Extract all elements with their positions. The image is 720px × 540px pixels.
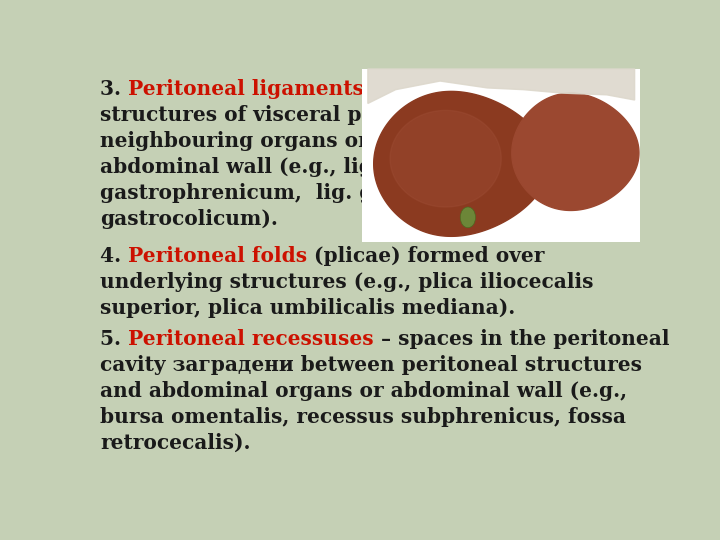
Text: 4.: 4. bbox=[100, 246, 128, 266]
Text: 3.: 3. bbox=[100, 79, 128, 99]
Text: abdominal wall (e.g., lig. falciforme, lig.: abdominal wall (e.g., lig. falciforme, l… bbox=[100, 157, 554, 177]
Text: (plicae) formed over: (plicae) formed over bbox=[307, 246, 544, 266]
Text: 5.: 5. bbox=[100, 329, 128, 349]
Text: retrocecalis).: retrocecalis). bbox=[100, 433, 251, 453]
Text: Peritoneal ligaments: Peritoneal ligaments bbox=[128, 79, 364, 99]
Text: gastrophrenicum,  lig. gastrolienale, lig.: gastrophrenicum, lig. gastrolienale, lig… bbox=[100, 183, 558, 203]
Text: Peritoneal recessuses: Peritoneal recessuses bbox=[128, 329, 374, 349]
Text: cavity заградени between peritoneal structures: cavity заградени between peritoneal stru… bbox=[100, 355, 642, 375]
Text: – double layered: – double layered bbox=[364, 79, 555, 99]
Polygon shape bbox=[368, 69, 634, 104]
Bar bbox=[362, 69, 640, 241]
Text: and abdominal organs or abdominal wall (e.g.,: and abdominal organs or abdominal wall (… bbox=[100, 381, 627, 401]
Text: – spaces in the peritoneal: – spaces in the peritoneal bbox=[374, 329, 669, 349]
Polygon shape bbox=[390, 110, 501, 207]
Polygon shape bbox=[374, 91, 549, 237]
Text: bursa omentalis, recessus subphrenicus, fossa: bursa omentalis, recessus subphrenicus, … bbox=[100, 407, 626, 427]
Polygon shape bbox=[512, 93, 639, 211]
Ellipse shape bbox=[460, 207, 475, 228]
Text: underlying structures (e.g., plica iliocecalis: underlying structures (e.g., plica ilioc… bbox=[100, 272, 593, 292]
Text: gastrocolicum).: gastrocolicum). bbox=[100, 210, 278, 230]
Text: structures of visceral peritoneum, between: structures of visceral peritoneum, betwe… bbox=[100, 105, 587, 125]
Text: neighbouring organs or between organ and: neighbouring organs or between organ and bbox=[100, 131, 592, 151]
Text: Peritoneal folds: Peritoneal folds bbox=[128, 246, 307, 266]
Text: superior, plica umbilicalis mediana).: superior, plica umbilicalis mediana). bbox=[100, 298, 516, 318]
